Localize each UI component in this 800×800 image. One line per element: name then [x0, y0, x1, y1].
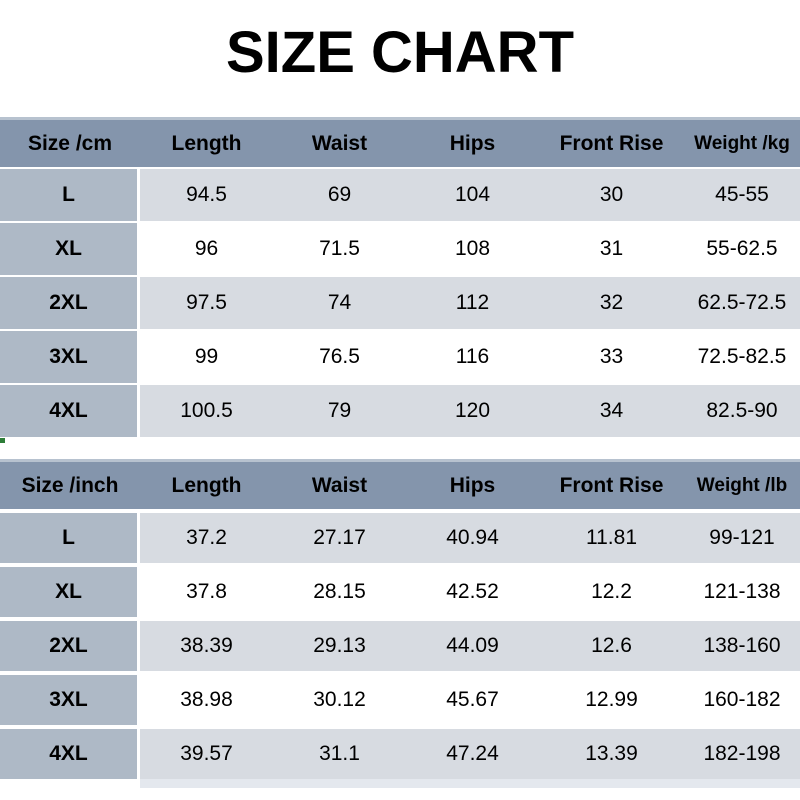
table-row-inch-xl: XL 37.8 28.15 42.52 12.2 121-138 — [0, 567, 800, 617]
value-cell: 32 — [539, 277, 684, 329]
value-cell: 12.6 — [539, 621, 684, 671]
size-table-inch: Size /inch Length Waist Hips Front Rise … — [0, 455, 800, 783]
size-label-cell: 3XL — [0, 675, 140, 725]
value-cell: 39.57 — [140, 729, 273, 779]
header-cell-waist: Waist — [273, 459, 406, 509]
value-cell: 44.09 — [406, 621, 539, 671]
value-cell: 99-121 — [684, 513, 800, 563]
value-cell: 37.8 — [140, 567, 273, 617]
value-cell: 12.99 — [539, 675, 684, 725]
value-cell: 182-198 — [684, 729, 800, 779]
value-cell: 37.2 — [140, 513, 273, 563]
value-cell: 71.5 — [273, 223, 406, 275]
header-cell-weight-kg: Weight /kg — [684, 117, 800, 167]
value-cell: 82.5-90 — [684, 385, 800, 437]
value-cell: 13.39 — [539, 729, 684, 779]
value-cell: 76.5 — [273, 331, 406, 383]
size-label-cell: 2XL — [0, 277, 140, 329]
value-cell: 94.5 — [140, 169, 273, 221]
value-cell: 31 — [539, 223, 684, 275]
size-label-cell: L — [0, 169, 140, 221]
header-row-cm: Size /cm Length Waist Hips Front Rise We… — [0, 117, 800, 167]
value-cell: 30.12 — [273, 675, 406, 725]
value-cell: 97.5 — [140, 277, 273, 329]
size-label-cell: 2XL — [0, 621, 140, 671]
value-cell: 100.5 — [140, 385, 273, 437]
header-cell-size-cm: Size /cm — [0, 117, 140, 167]
value-cell: 62.5-72.5 — [684, 277, 800, 329]
size-label-cell: 3XL — [0, 331, 140, 383]
table-bottom-strip — [140, 779, 800, 788]
value-cell: 104 — [406, 169, 539, 221]
value-cell: 108 — [406, 223, 539, 275]
value-cell: 40.94 — [406, 513, 539, 563]
header-cell-hips: Hips — [406, 117, 539, 167]
size-label-cell: XL — [0, 567, 140, 617]
value-cell: 138-160 — [684, 621, 800, 671]
size-table-cm: Size /cm Length Waist Hips Front Rise We… — [0, 115, 800, 439]
value-cell: 27.17 — [273, 513, 406, 563]
header-cell-hips: Hips — [406, 459, 539, 509]
table-row-cm-2xl: 2XL 97.5 74 112 32 62.5-72.5 — [0, 277, 800, 329]
value-cell: 96 — [140, 223, 273, 275]
value-cell: 72.5-82.5 — [684, 331, 800, 383]
value-cell: 120 — [406, 385, 539, 437]
header-row-inch: Size /inch Length Waist Hips Front Rise … — [0, 459, 800, 509]
value-cell: 79 — [273, 385, 406, 437]
size-label-cell: XL — [0, 223, 140, 275]
value-cell: 116 — [406, 331, 539, 383]
value-cell: 45.67 — [406, 675, 539, 725]
value-cell: 11.81 — [539, 513, 684, 563]
table-row-cm-4xl: 4XL 100.5 79 120 34 82.5-90 — [0, 385, 800, 437]
value-cell: 160-182 — [684, 675, 800, 725]
value-cell: 31.1 — [273, 729, 406, 779]
table-row-inch-l: L 37.2 27.17 40.94 11.81 99-121 — [0, 513, 800, 563]
page-title: SIZE CHART — [226, 20, 574, 85]
size-label-cell: 4XL — [0, 729, 140, 779]
value-cell: 69 — [273, 169, 406, 221]
table-row-inch-4xl: 4XL 39.57 31.1 47.24 13.39 182-198 — [0, 729, 800, 779]
value-cell: 55-62.5 — [684, 223, 800, 275]
value-cell: 30 — [539, 169, 684, 221]
size-label-cell: L — [0, 513, 140, 563]
header-cell-length: Length — [140, 117, 273, 167]
value-cell: 28.15 — [273, 567, 406, 617]
table-row-cm-xl: XL 96 71.5 108 31 55-62.5 — [0, 223, 800, 275]
header-cell-size-inch: Size /inch — [0, 459, 140, 509]
value-cell: 47.24 — [406, 729, 539, 779]
value-cell: 45-55 — [684, 169, 800, 221]
header-cell-waist: Waist — [273, 117, 406, 167]
table-row-cm-3xl: 3XL 99 76.5 116 33 72.5-82.5 — [0, 331, 800, 383]
green-speck-artifact — [0, 438, 5, 443]
table-row-inch-2xl: 2XL 38.39 29.13 44.09 12.6 138-160 — [0, 621, 800, 671]
header-cell-front-rise: Front Rise — [539, 459, 684, 509]
table-row-inch-3xl: 3XL 38.98 30.12 45.67 12.99 160-182 — [0, 675, 800, 725]
value-cell: 29.13 — [273, 621, 406, 671]
value-cell: 42.52 — [406, 567, 539, 617]
value-cell: 112 — [406, 277, 539, 329]
value-cell: 33 — [539, 331, 684, 383]
value-cell: 74 — [273, 277, 406, 329]
value-cell: 121-138 — [684, 567, 800, 617]
value-cell: 12.2 — [539, 567, 684, 617]
header-cell-front-rise: Front Rise — [539, 117, 684, 167]
value-cell: 34 — [539, 385, 684, 437]
size-label-cell: 4XL — [0, 385, 140, 437]
header-cell-length: Length — [140, 459, 273, 509]
value-cell: 38.98 — [140, 675, 273, 725]
value-cell: 38.39 — [140, 621, 273, 671]
header-cell-weight-lb: Weight /lb — [684, 459, 800, 509]
value-cell: 99 — [140, 331, 273, 383]
table-row-cm-l: L 94.5 69 104 30 45-55 — [0, 169, 800, 221]
